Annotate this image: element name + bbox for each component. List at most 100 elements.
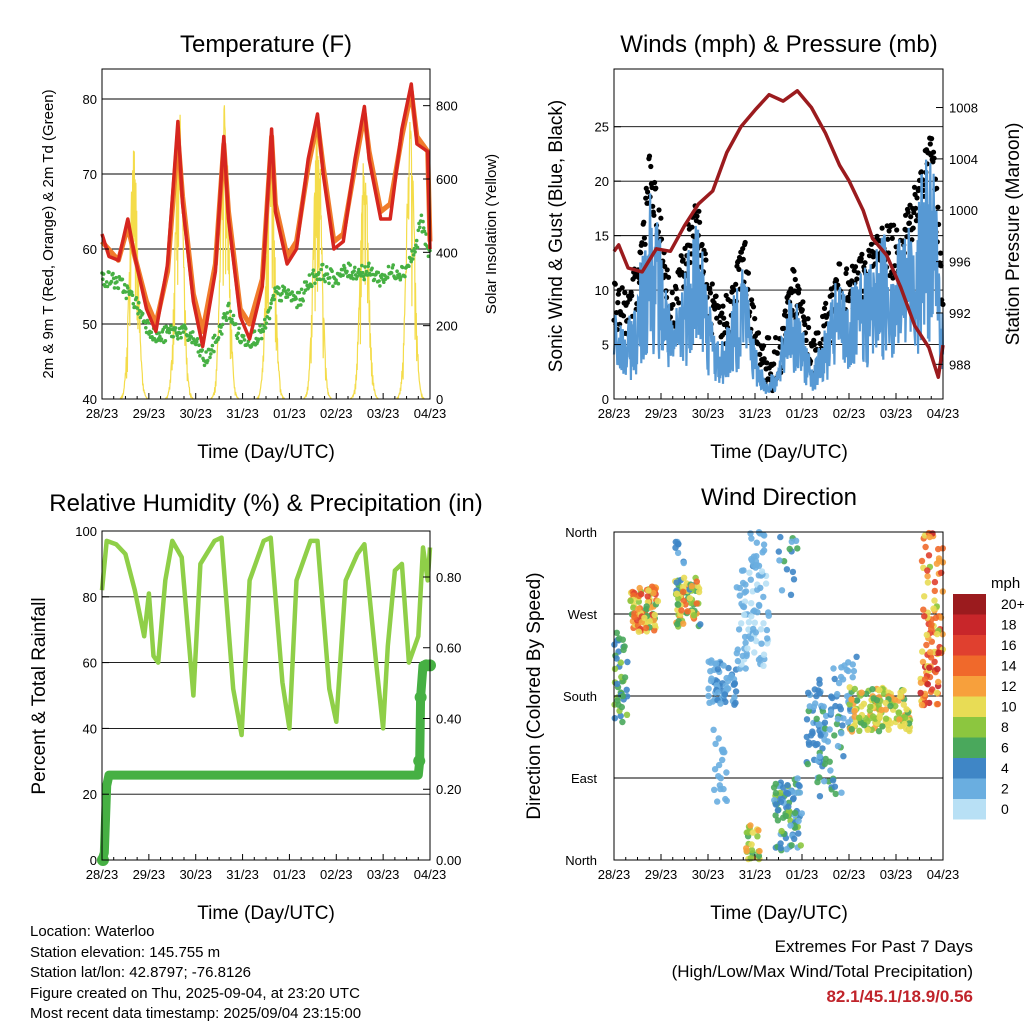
dewpoint-point — [171, 334, 175, 339]
gust-point — [823, 300, 829, 306]
direction-point — [741, 611, 748, 618]
direction-point — [725, 664, 732, 672]
gust-point — [736, 266, 742, 272]
humidity-ylabel: Percent & Total Rainfall — [29, 597, 50, 794]
direction-x-tick-label: 28/23 — [598, 867, 631, 882]
dewpoint-point — [198, 353, 202, 358]
dewpoint-point — [157, 331, 161, 335]
gust-point — [844, 266, 850, 272]
direction-point — [892, 702, 899, 710]
solar-right-ticks: 0 200 400 600 800 — [423, 99, 458, 407]
dewpoint-point — [220, 322, 225, 327]
precip-y-tick-label: 0.80 — [436, 570, 461, 585]
direction-point — [841, 662, 848, 669]
extremes-subtitle: (High/Low/Max Wind/Total Precipitation) — [671, 962, 973, 981]
temperature-x-ticks: 28/23 29/23 30/23 31/23 01/23 02/23 03/23 04/23 — [86, 393, 446, 421]
gust-point — [859, 251, 865, 257]
direction-point — [856, 727, 863, 734]
gust-point — [792, 276, 798, 283]
gust-point — [696, 208, 702, 214]
gust-point — [903, 227, 909, 233]
direction-point — [674, 549, 682, 557]
gust-point — [799, 307, 805, 313]
winds-x-ticks: 28/23 29/23 30/23 31/23 01/23 02/23 03/23 04/23 — [598, 393, 960, 421]
dewpoint-point — [239, 339, 244, 344]
gust-point — [719, 310, 725, 316]
direction-point — [809, 728, 816, 735]
direction-point — [848, 696, 855, 703]
direction-point — [747, 822, 754, 829]
gust-point — [673, 286, 679, 292]
direction-point — [719, 756, 726, 764]
dewpoint-point — [137, 300, 141, 305]
colorbar-swatch — [953, 737, 986, 758]
colorbar-swatch — [953, 676, 986, 697]
direction-point — [747, 530, 754, 537]
direction-point — [924, 681, 931, 688]
gust-point — [638, 250, 644, 256]
gust-point — [707, 285, 713, 291]
station-info: Location: Waterloo Station elevation: 14… — [30, 922, 361, 1025]
direction-point — [918, 701, 926, 709]
gust-point — [833, 277, 840, 283]
direction-point — [882, 699, 889, 707]
dewpoint-point — [135, 306, 139, 310]
dewpoint-point — [184, 326, 188, 331]
direction-point — [707, 677, 715, 685]
dewpoint-point — [327, 281, 331, 286]
direction-point — [821, 760, 828, 768]
dewpoint-point — [297, 290, 302, 295]
gust-point — [723, 292, 729, 299]
gust-point — [707, 290, 714, 296]
gust-point — [740, 256, 746, 262]
direction-point — [725, 685, 732, 692]
direction-point — [744, 645, 751, 652]
direction-point — [623, 686, 630, 693]
direction-point — [712, 740, 719, 747]
direction-point — [688, 582, 696, 590]
dewpoint-point — [403, 274, 407, 279]
direction-point — [746, 569, 753, 576]
humidity-y-tick-label: 20 — [83, 787, 97, 802]
direction-point — [733, 584, 740, 591]
direction-point — [651, 627, 658, 634]
direction-point — [776, 557, 783, 564]
solar-y-tick-label: 600 — [436, 172, 458, 187]
direction-point — [931, 578, 939, 586]
gust-point — [615, 291, 622, 297]
winds-x-tick-label: 04/23 — [927, 406, 960, 421]
dewpoint-point — [220, 332, 224, 336]
gust-point — [750, 304, 757, 310]
gust-point — [773, 335, 779, 341]
direction-point — [777, 533, 784, 541]
dewpoint-point — [234, 322, 238, 326]
direction-point — [697, 621, 704, 628]
gust-point — [821, 305, 828, 311]
gust-point — [740, 246, 746, 252]
direction-point — [783, 566, 791, 573]
direction-point — [755, 601, 763, 609]
direction-point — [720, 662, 727, 669]
colorbar-label: 20+ — [1001, 596, 1024, 612]
gust-point — [782, 308, 788, 314]
direction-point — [674, 620, 681, 628]
direction-point — [875, 728, 883, 735]
gust-point — [909, 237, 915, 243]
dewpoint-point — [285, 295, 290, 299]
dewpoint-point — [389, 271, 394, 275]
gust-point — [643, 195, 649, 201]
dewpoint-point — [426, 254, 431, 259]
dewpoint-point — [114, 275, 118, 280]
dewpoint-point — [366, 264, 371, 269]
gust-point — [755, 330, 762, 336]
gust-point — [929, 136, 935, 142]
direction-point — [721, 691, 729, 698]
gust-point — [699, 241, 705, 248]
direction-point — [751, 619, 758, 626]
gust-point — [934, 185, 940, 191]
direction-point — [932, 614, 940, 621]
humidity-x-tick-label: 04/23 — [414, 867, 447, 882]
dewpoint-point — [179, 335, 183, 340]
direction-point — [748, 841, 755, 848]
solar-day-trace — [119, 150, 149, 400]
